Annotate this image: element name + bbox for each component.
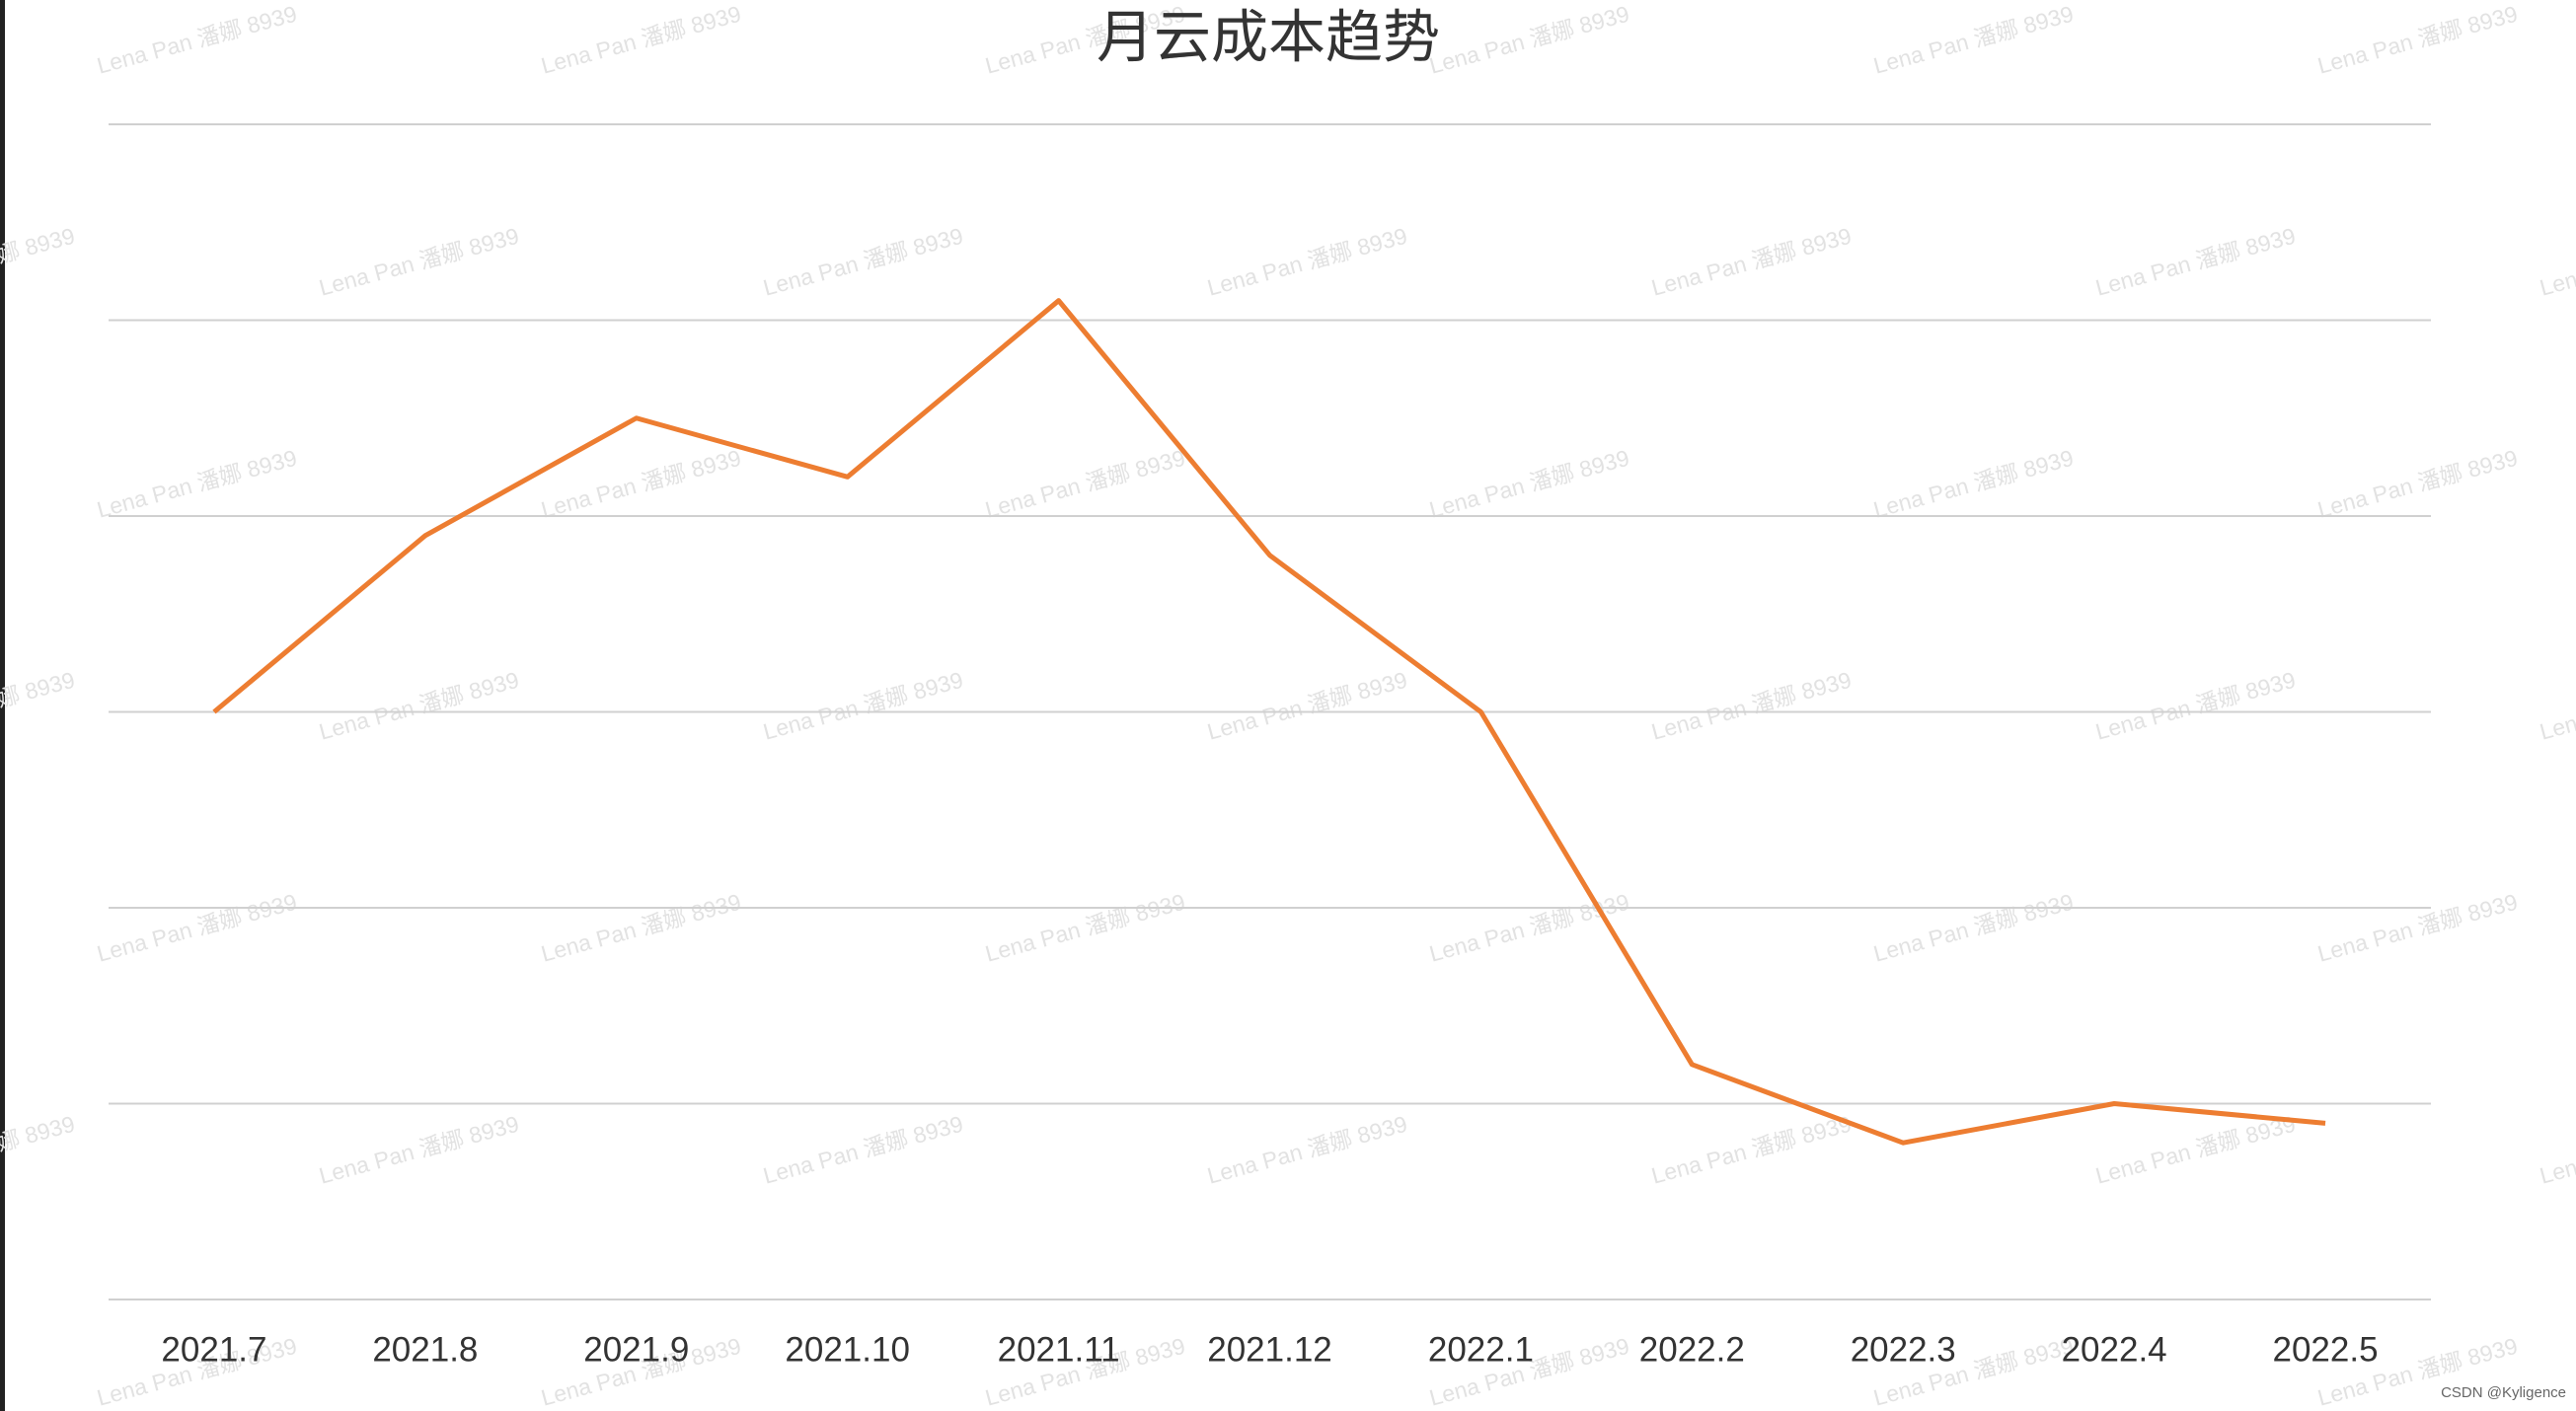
x-tick-label: 2022.2 [1639, 1330, 1745, 1369]
x-tick-label: 2021.10 [785, 1330, 910, 1369]
x-tick-label: 2022.5 [2273, 1330, 2379, 1369]
x-tick-label: 2021.7 [161, 1330, 266, 1369]
x-tick-label: 2021.11 [998, 1330, 1120, 1369]
line-series [212, 298, 2326, 1146]
x-tick-label: 2022.4 [2062, 1330, 2167, 1369]
chart-title: 月云成本趋势 [1097, 5, 1440, 69]
x-tick-label: 2021.9 [583, 1330, 689, 1369]
x-tick-label: 2022.3 [1851, 1330, 1956, 1369]
x-tick-label: 2021.8 [372, 1330, 478, 1369]
x-tick-label: 2021.12 [1207, 1330, 1332, 1369]
plot-area: 2021.7 2021.8 2021.9 2021.10 2021.11 2021.12 2… [109, 123, 2431, 1369]
left-border [0, 0, 5, 1411]
footer: CSDN @Kyligence [2441, 1384, 2566, 1401]
x-tick-label: 2022.1 [1428, 1330, 1534, 1369]
